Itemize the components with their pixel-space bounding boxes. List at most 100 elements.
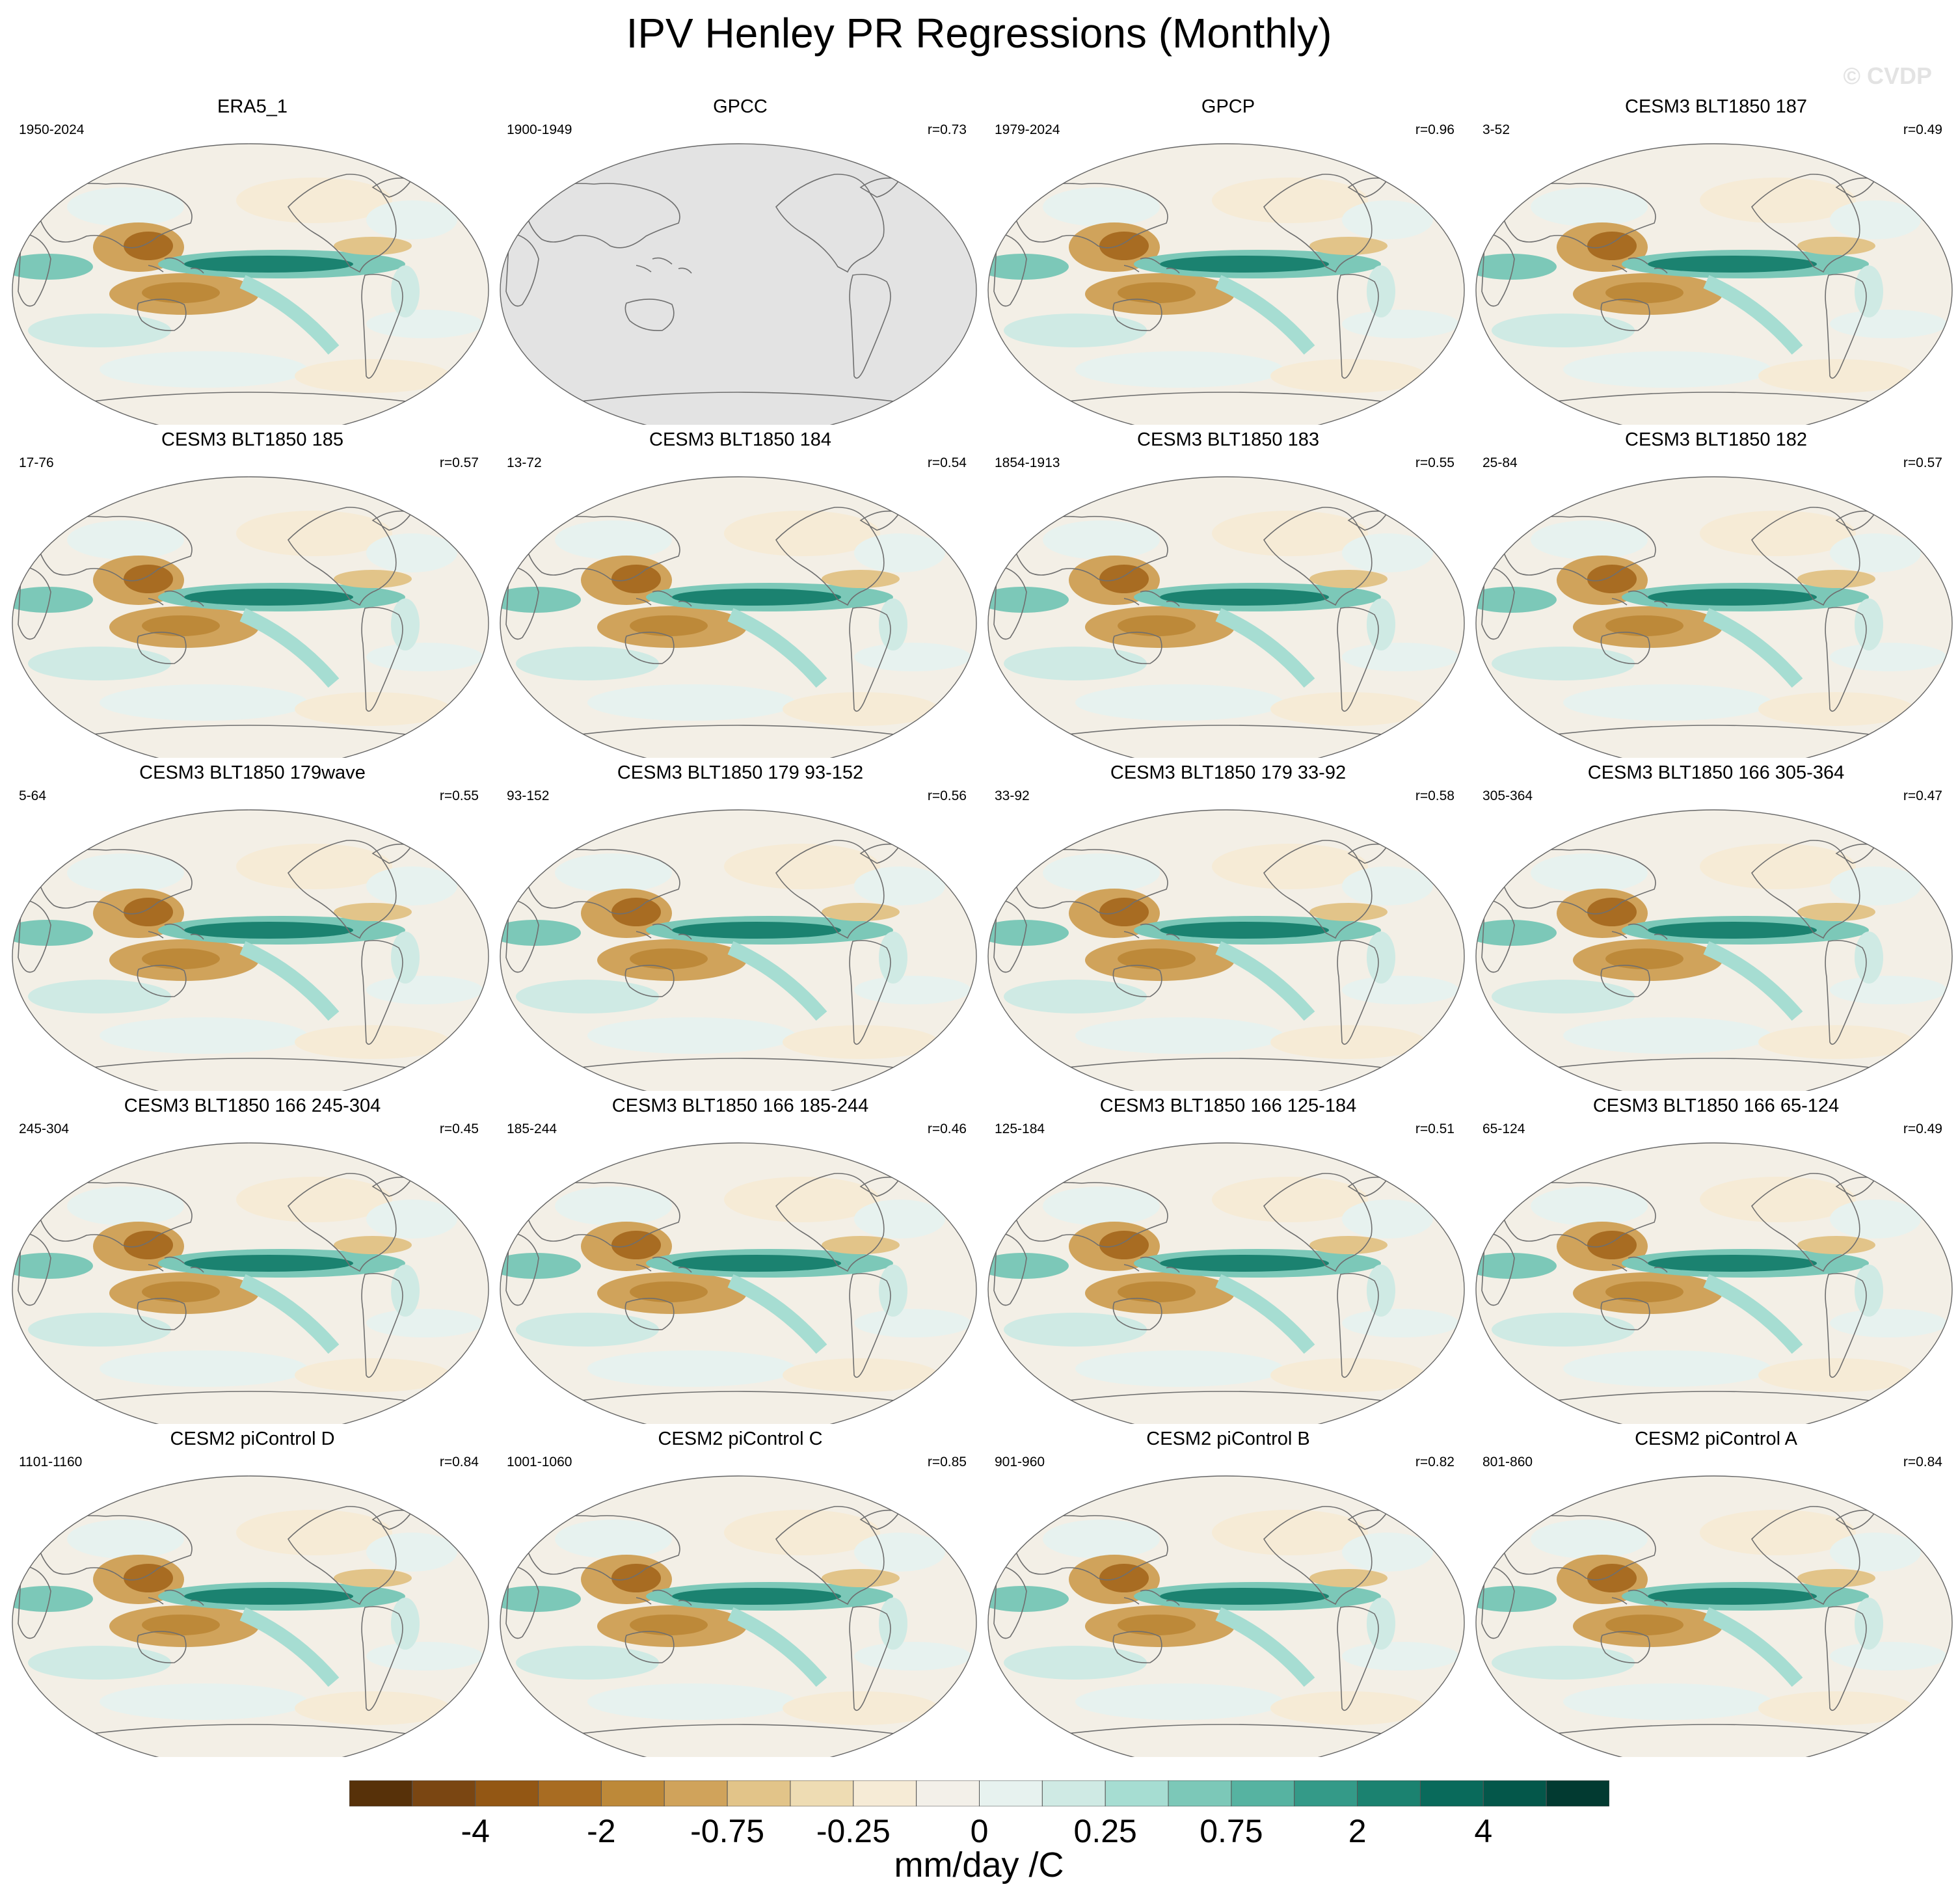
map-frame: [987, 476, 1465, 758]
anomaly-blob: [28, 647, 171, 680]
panel-correlation: r=0.47: [1903, 788, 1942, 803]
anomaly-blob: [1309, 1236, 1388, 1254]
anomaly-blob: [1099, 1564, 1149, 1592]
anomaly-blob: [295, 1691, 451, 1725]
anomaly-blob: [783, 692, 939, 726]
map-panel: CESM2 piControl B 901-960 r=0.82: [984, 1428, 1472, 1757]
anomaly-blob: [366, 643, 483, 671]
anomaly-blob: [1605, 282, 1683, 303]
panel-years: 5-64: [19, 788, 47, 803]
anomaly-blob: [1075, 1683, 1283, 1720]
colorbar: [349, 1780, 1609, 1806]
anomaly-blob: [500, 587, 581, 613]
map-panel: CESM3 BLT1850 166 65-124 65-124 r=0.49: [1472, 1095, 1958, 1424]
anomaly-blob: [1700, 178, 1856, 223]
anomaly-blob: [67, 1187, 184, 1226]
coastlines: [18, 507, 413, 736]
panel-correlation: r=0.56: [927, 788, 967, 803]
panel-correlation: r=0.84: [439, 1455, 479, 1469]
colorbar-swatch: [664, 1780, 728, 1806]
colorbar-swatch: [1482, 1780, 1547, 1806]
watermark: © CVDP: [1843, 62, 1932, 89]
anomaly-band: [727, 1274, 827, 1354]
colorbar-tick-label: 2: [1348, 1813, 1367, 1849]
anomaly-blob: [391, 1265, 420, 1317]
colorbar-swatch: [727, 1780, 791, 1806]
map-frame: [12, 476, 489, 758]
anomaly-blob: [1830, 1200, 1921, 1239]
anomaly-blob: [1605, 1281, 1683, 1302]
map-frame: [1475, 476, 1953, 758]
colorbar-swatch: [1231, 1780, 1295, 1806]
anomaly-blob: [500, 1253, 581, 1279]
panel-years: 1950-2024: [19, 122, 85, 137]
anomaly-blob: [184, 1255, 353, 1272]
anomaly-blob: [1648, 1255, 1817, 1272]
anomaly-blob: [184, 922, 353, 939]
coastlines: [1481, 1506, 1877, 1735]
anomaly-blob: [1563, 1017, 1771, 1054]
map-panel: CESM2 piControl A 801-860 r=0.84: [1472, 1428, 1958, 1757]
anomaly-blob: [1043, 520, 1160, 559]
anomaly-blob: [1797, 1236, 1875, 1254]
map-panel: CESM3 BLT1850 185 17-76 r=0.57: [8, 429, 496, 758]
panel-years: 93-152: [507, 788, 550, 803]
anomaly-band: [239, 1274, 340, 1354]
anomaly-blob: [1531, 520, 1648, 559]
anomaly-blob: [1342, 976, 1459, 1004]
anomaly-blob: [1476, 254, 1557, 280]
colorbar-tick-labels: -4 -2 -0.75 -0.25 0 0.25 0.75 2 4: [0, 1812, 1958, 1851]
anomaly-blob: [1531, 187, 1648, 226]
panel-years: 1854-1913: [995, 455, 1060, 470]
anomaly-blob: [67, 520, 184, 559]
panel-correlation: r=0.57: [1903, 455, 1942, 470]
anomaly-blob: [1270, 1691, 1427, 1725]
colorbar-swatch: [853, 1780, 917, 1806]
map-frame: [1475, 143, 1953, 425]
anomaly-blob: [1492, 1646, 1635, 1680]
panel-title: CESM3 BLT1850 183: [1137, 429, 1319, 450]
panel-correlation: r=0.57: [439, 455, 479, 470]
coastlines: [1481, 174, 1877, 403]
map-frame: [500, 809, 977, 1091]
anomaly-blob: [366, 533, 457, 572]
anomaly-blob: [366, 1642, 483, 1670]
panel-title: CESM2 piControl A: [1635, 1428, 1797, 1449]
map-panel: CESM3 BLT1850 179wave 5-64 r=0.55: [8, 762, 496, 1091]
colorbar-swatch: [916, 1780, 980, 1806]
anomaly-blob: [1700, 1177, 1856, 1222]
anomaly-blob: [1099, 1231, 1149, 1259]
panel-title: CESM3 BLT1850 166 65-124: [1592, 1095, 1840, 1116]
colorbar-swatch: [1357, 1780, 1421, 1806]
map-panel: CESM3 BLT1850 166 125-184 125-184 r=0.51: [984, 1095, 1472, 1424]
anomaly-blob: [1342, 310, 1459, 338]
anomaly-blob: [822, 570, 900, 588]
panel-years: 185-244: [507, 1121, 557, 1136]
anomaly-blob: [366, 1309, 483, 1337]
map-frame: [1475, 1142, 1953, 1424]
anomaly-blob: [184, 1588, 353, 1605]
panel-correlation: r=0.96: [1415, 122, 1455, 137]
anomaly-blob: [12, 1253, 93, 1279]
anomaly-blob: [1342, 200, 1433, 239]
anomaly-blob: [1270, 1025, 1427, 1059]
anomaly-band: [239, 275, 340, 355]
anomaly-blob: [1160, 1588, 1329, 1605]
colorbar-tick-label: 4: [1474, 1813, 1493, 1849]
anomaly-blob: [1118, 615, 1196, 636]
panel-years: 901-960: [995, 1455, 1045, 1469]
anomaly-blob: [1648, 589, 1817, 606]
map-frame: [1475, 1475, 1953, 1757]
anomaly-band: [1703, 275, 1803, 355]
map-frame: [12, 1142, 489, 1424]
anomaly-blob: [1075, 684, 1283, 721]
coastlines: [18, 174, 413, 403]
map-panel: CESM3 BLT1850 166 245-304 245-304 r=0.45: [8, 1095, 496, 1424]
anomaly-blob: [630, 1281, 708, 1302]
anomaly-band: [1215, 1607, 1315, 1687]
anomaly-blob: [988, 920, 1069, 946]
panel-correlation: r=0.84: [1903, 1455, 1942, 1469]
anomaly-band: [727, 1607, 827, 1687]
anomaly-blob: [236, 1510, 392, 1555]
panel-years: 65-124: [1482, 1121, 1525, 1136]
